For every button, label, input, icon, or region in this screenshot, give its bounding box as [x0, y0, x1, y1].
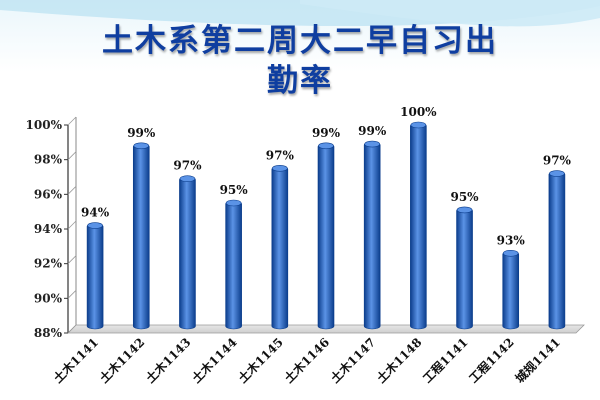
data-label: 99%: [312, 126, 341, 140]
bar-top-cap: [225, 199, 242, 207]
bar-土木1144[interactable]: [225, 200, 242, 330]
bar-top-cap: [410, 121, 427, 129]
x-tick-label: 土木1143: [142, 335, 193, 386]
bar-土木1147[interactable]: [363, 141, 381, 330]
y-tick-label: 90%: [34, 291, 63, 305]
bar-top-cap: [364, 140, 380, 148]
bar-土木1143[interactable]: [179, 176, 196, 330]
bar-土木1145[interactable]: [271, 166, 289, 330]
data-label: 97%: [173, 159, 202, 173]
y-tick-label: 92%: [34, 257, 63, 271]
bar-土木1142[interactable]: [132, 143, 150, 330]
bar-城规1141[interactable]: [548, 171, 566, 330]
y-tick-label: 94%: [34, 222, 63, 236]
bar-top-cap: [502, 249, 519, 257]
y-tick-depth: [67, 255, 77, 264]
x-tick-label: 土木1148: [373, 335, 424, 386]
bar-工程1142[interactable]: [502, 250, 520, 330]
x-tick-label: 土木1147: [327, 335, 378, 386]
data-label: 97%: [266, 148, 295, 162]
x-tick-label: 工程1142: [466, 335, 517, 386]
bar-土木1141[interactable]: [86, 223, 104, 330]
bar-top-cap: [456, 206, 473, 214]
y-tick-depth: [67, 324, 77, 334]
bar-top-cap: [318, 142, 334, 150]
x-tick-label: 土木1145: [235, 335, 286, 386]
bar-工程1141[interactable]: [456, 207, 473, 330]
y-tick-depth: [67, 186, 77, 195]
bar-top-cap: [87, 222, 103, 229]
data-label: 99%: [358, 124, 387, 138]
data-label: 95%: [220, 183, 249, 197]
bar-土木1146[interactable]: [317, 143, 335, 330]
chart-title-line-1: 土木系第二周大二早自习出: [102, 23, 498, 59]
x-tick-label: 工程1141: [419, 335, 470, 386]
data-label: 100%: [400, 105, 437, 119]
y-tick-label: 98%: [34, 153, 63, 167]
x-tick-label: 土木1142: [96, 335, 147, 386]
data-label: 95%: [450, 190, 479, 204]
data-label: 99%: [127, 126, 156, 140]
y-tick-depth: [67, 290, 77, 299]
bar-top-cap: [179, 175, 196, 183]
bar-土木1148[interactable]: [410, 122, 427, 330]
y-tick-depth: [67, 116, 77, 126]
data-label: 97%: [543, 154, 572, 168]
chart-title-line-2: 勤率: [267, 63, 333, 99]
x-tick-label: 土木1144: [189, 335, 240, 386]
data-label: 94%: [81, 206, 110, 220]
x-tick-label: 土木1141: [50, 335, 101, 386]
bar-top-cap: [272, 165, 288, 172]
bar-top-cap: [133, 142, 150, 150]
x-tick-label: 土木1146: [281, 335, 332, 386]
y-tick-depth: [67, 220, 77, 230]
x-tick-label: 城规1141: [512, 335, 563, 386]
y-tick-label: 88%: [34, 326, 63, 340]
y-tick-depth: [67, 151, 77, 160]
y-tick-label: 96%: [34, 187, 63, 201]
bar-top-cap: [549, 170, 565, 177]
data-label: 93%: [497, 233, 526, 247]
y-tick-label: 100%: [26, 118, 63, 132]
